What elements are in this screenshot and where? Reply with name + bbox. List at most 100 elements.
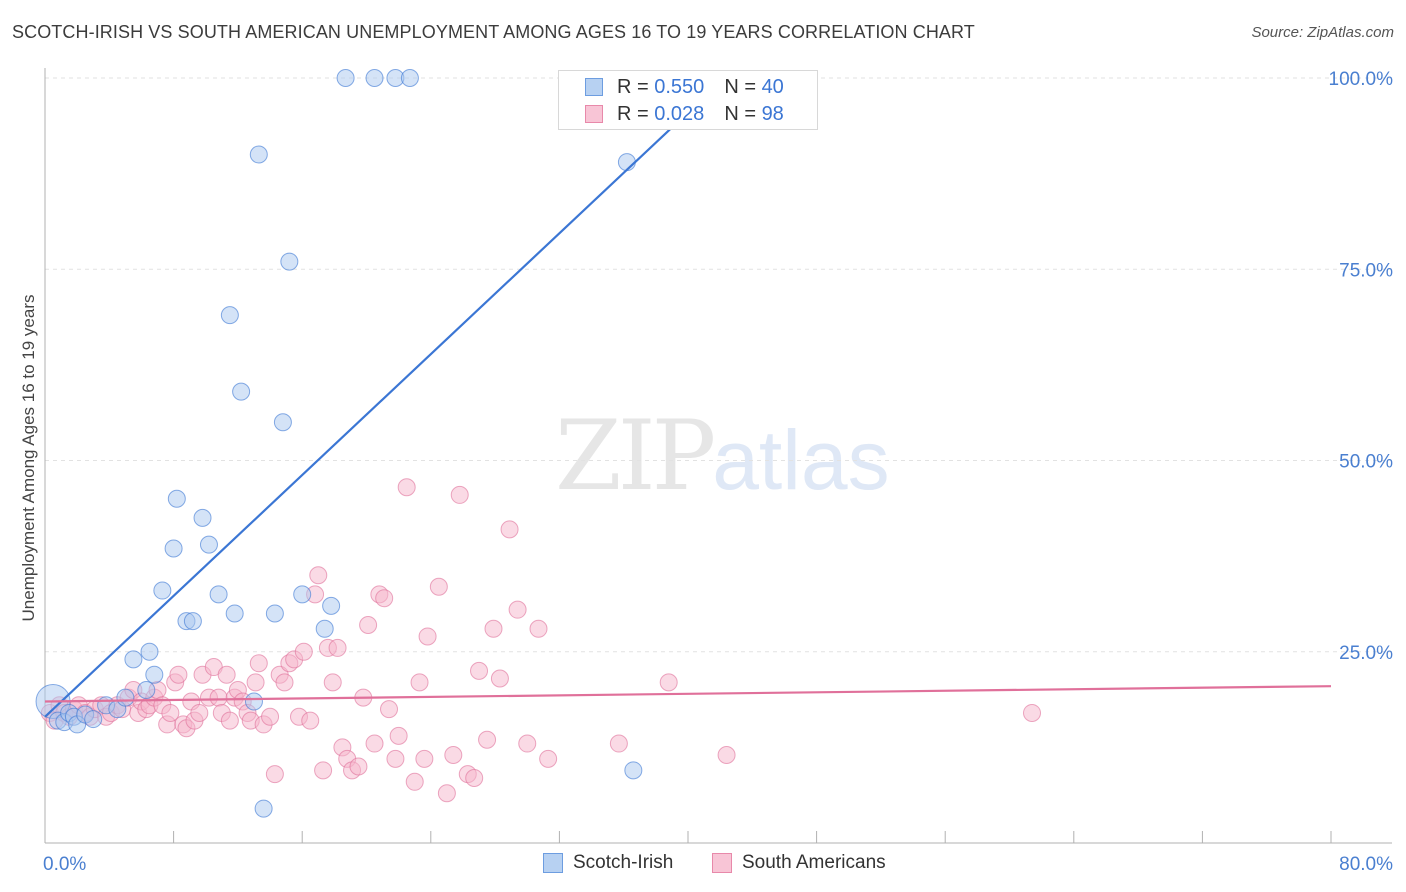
scotch-irish-point [617,153,636,172]
south-american-point [444,746,463,765]
south-american-point [265,765,284,784]
scotch-irish-point [84,710,103,729]
south-american-point [209,688,228,707]
south-american-point [389,726,408,745]
n-label: N = [724,75,756,98]
south-american-point [359,615,378,634]
watermark: ZIPatlas [555,400,890,512]
scotch-irish-point [273,413,292,432]
south-american-point [500,520,519,539]
r-value: 0.028 [654,102,705,125]
y-tick-label: 25.0% [1339,643,1393,664]
scotch-irish-point [164,539,183,558]
x-tick-label: 80.0% [1339,854,1393,875]
n-label: N = [724,102,756,125]
south-american-point [365,734,384,753]
south-americans-swatch [712,853,732,873]
south-american-point [518,734,537,753]
scotch-irish-point [225,604,244,623]
scotch-irish-trendline [44,111,689,718]
series-legend: Scotch-Irish South Americans [0,852,1406,878]
south-american-point [508,600,527,619]
y-tick-label: 75.0% [1339,260,1393,281]
scotch-irish-point [232,382,251,401]
scotch-irish-point [244,692,263,711]
south-americans-swatch [585,105,603,123]
south-american-point [437,784,456,803]
south-american-point [484,619,503,638]
scotch-irish-point [209,585,228,604]
chart-title: SCOTCH-IRISH VS SOUTH AMERICAN UNEMPLOYM… [12,22,975,42]
south-american-point [470,661,489,680]
south-american-point [429,577,448,596]
south-american-point [275,673,294,692]
south-american-point [169,665,188,684]
scotch-irish-point [116,688,135,707]
south-american-point [190,703,209,722]
scotch-irish-point [153,581,172,600]
south-american-point [220,711,239,730]
south-american-point [397,478,416,497]
south-american-point [405,772,424,791]
y-tick-label: 50.0% [1339,452,1393,473]
y-tick-label: 100.0% [1329,69,1394,90]
n-value: 98 [761,102,784,125]
south-american-point [450,485,469,504]
south-american-point [314,761,333,780]
legend-label: Scotch-Irish [573,852,674,873]
scotch-irish-point [624,761,643,780]
scotch-irish-swatch [585,78,603,96]
south-american-point [529,619,548,638]
south-american-point [323,673,342,692]
scotch-irish-point [167,489,186,508]
south-american-point [301,711,320,730]
south-american-point [386,749,405,768]
scotch-irish-point [137,681,156,699]
south-american-point [246,673,265,692]
n-value: 40 [761,75,784,98]
south-american-point [261,707,280,726]
scotch-irish-point [336,69,355,87]
south-american-point [410,673,429,692]
legend-row-scotch-irish: R = 0.550 N = 40 [585,74,784,100]
scotch-irish-point [322,596,341,615]
south-american-trendline [44,685,1332,703]
scotch-irish-point [199,535,218,554]
south-american-point [349,757,368,776]
scotch-irish-point [400,69,419,87]
legend-item-scotch-irish[interactable]: Scotch-Irish [543,852,673,874]
scotch-irish-point [220,306,239,325]
south-american-point [539,749,558,768]
scotch-irish-point [280,252,299,271]
south-american-point [1023,703,1042,722]
scotch-irish-point [315,619,334,638]
south-american-point [328,638,347,657]
scotch-irish-point [265,604,284,623]
x-tick-label: 0.0% [43,854,86,875]
south-american-point [465,768,484,787]
r-label: R = [617,75,649,98]
r-value: 0.550 [654,75,705,98]
south-american-point [249,654,268,673]
legend-item-south-americans[interactable]: South Americans [712,852,886,874]
watermark-zip: ZIP [555,400,716,512]
scotch-irish-point [193,508,212,527]
correlation-legend: R = 0.550 N = 40 R = 0.028 N = 98 [558,70,818,130]
scotch-irish-point [293,585,312,604]
south-american-point [380,700,399,719]
scotch-irish-point [140,642,159,661]
south-american-point [217,665,236,684]
scotch-irish-point [124,650,143,669]
r-label: R = [617,102,649,125]
legend-label: South Americans [742,852,886,873]
south-american-point [309,566,328,585]
south-american-point [478,730,497,749]
south-american-point [294,642,313,661]
south-american-point [490,669,509,688]
south-american-point [717,746,736,765]
scotch-irish-point [249,145,268,164]
south-american-point [609,734,628,753]
scotch-irish-point [145,665,164,684]
south-american-point [161,703,180,722]
